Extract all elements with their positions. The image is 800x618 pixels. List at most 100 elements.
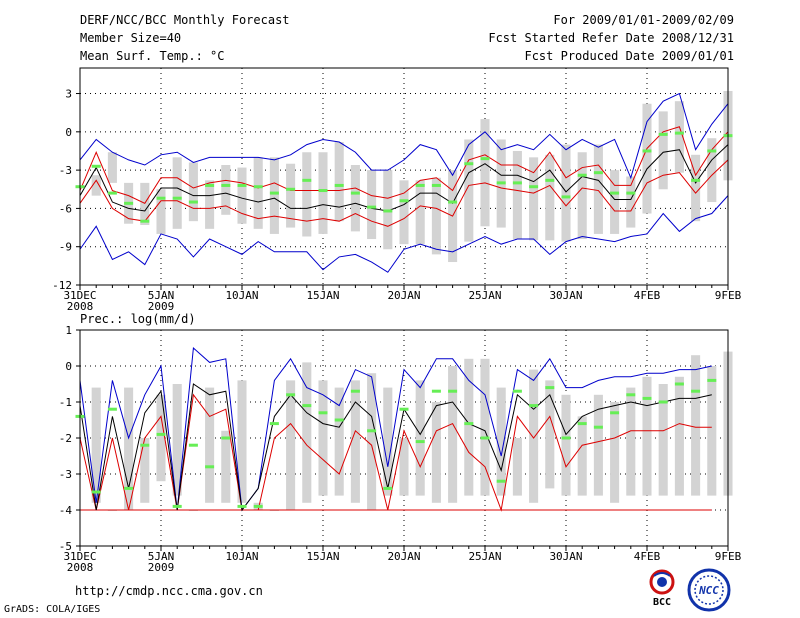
green-marker <box>691 178 701 182</box>
green-marker <box>399 199 409 203</box>
y-tick-label: -6 <box>59 202 72 215</box>
box-bar <box>367 373 377 510</box>
green-marker <box>464 422 474 426</box>
box-bar <box>350 380 360 503</box>
green-marker <box>561 195 571 199</box>
green-marker <box>172 504 182 508</box>
green-marker <box>156 432 166 436</box>
box-bar <box>172 384 182 496</box>
box-bar <box>172 157 182 229</box>
box-bar <box>674 376 684 496</box>
x-tick-sublabel: 2009 <box>148 300 175 313</box>
green-marker <box>107 191 117 195</box>
green-marker <box>399 407 409 411</box>
green-marker <box>529 404 539 408</box>
bcc-logo-text: BCC <box>653 597 671 608</box>
ncc-logo: NCC <box>687 568 731 612</box>
box-bar <box>221 165 231 215</box>
green-marker <box>350 389 360 393</box>
green-marker <box>286 187 296 191</box>
box-bar <box>480 119 490 227</box>
box-bar <box>237 167 247 224</box>
forecast-period: For 2009/01/01-2009/02/09 <box>553 13 734 27</box>
y-tick-label: -3 <box>59 468 72 481</box>
box-bar <box>512 438 522 496</box>
red-upper-line <box>79 393 712 512</box>
source-url[interactable]: http://cmdp.ncc.cma.gov.cn <box>75 584 263 598</box>
green-marker <box>318 411 328 415</box>
box-bar <box>529 369 539 503</box>
green-marker <box>318 189 328 193</box>
red-upper-line <box>79 126 729 204</box>
box-bar <box>318 152 328 234</box>
box-bar <box>399 438 409 496</box>
x-tick-label: 30JAN <box>549 289 582 302</box>
green-marker <box>188 200 198 204</box>
green-marker <box>237 504 247 508</box>
red-lower-line <box>79 159 729 227</box>
bcc-logo-ring <box>649 569 675 595</box>
box-bar <box>691 154 701 222</box>
green-marker <box>350 191 360 195</box>
box-bar <box>545 380 555 489</box>
x-tick-sublabel: 2008 <box>67 300 94 313</box>
x-tick-label: 10JAN <box>225 550 258 563</box>
green-marker <box>658 400 668 404</box>
box-bar <box>658 111 668 190</box>
x-tick-label: 31DEC <box>63 289 96 302</box>
box-bar <box>464 358 474 496</box>
green-marker <box>140 443 150 447</box>
y-tick-label: -4 <box>59 504 73 517</box>
x-tick-label: 4FEB <box>634 289 661 302</box>
bcc-logo-center <box>657 577 667 587</box>
ensemble-mean-line <box>79 383 712 512</box>
box-bar <box>626 176 636 228</box>
member-size: Member Size=40 <box>80 31 182 45</box>
green-marker <box>367 429 377 433</box>
green-marker <box>383 209 393 213</box>
green-marker <box>545 386 555 390</box>
green-marker <box>610 191 620 195</box>
green-marker <box>140 219 150 223</box>
y-tick-label: -12 <box>52 279 72 292</box>
x-tick-label: 15JAN <box>306 289 339 302</box>
blue-upper-line <box>79 346 712 512</box>
green-marker <box>91 164 101 168</box>
box-bar <box>140 182 150 226</box>
green-marker <box>124 486 134 490</box>
box-bar <box>286 163 296 228</box>
box-bar <box>545 154 555 241</box>
green-marker <box>593 171 603 175</box>
green-marker <box>302 178 312 182</box>
box-bar <box>205 180 215 229</box>
x-tick-label: 9FEB <box>715 550 742 563</box>
box-bar <box>626 387 636 496</box>
box-bar <box>156 394 166 482</box>
box-bar <box>156 189 166 234</box>
green-marker <box>577 422 587 426</box>
x-tick-label: 5JAN <box>148 289 175 302</box>
green-marker <box>610 411 620 415</box>
box-bar <box>593 394 603 496</box>
box-bar <box>431 402 441 503</box>
box-bar <box>415 380 425 496</box>
green-marker <box>691 389 701 393</box>
green-marker <box>107 407 117 411</box>
y-tick-label: 3 <box>65 88 72 101</box>
box-bar <box>610 170 620 234</box>
green-marker <box>642 396 652 400</box>
box-bar <box>140 438 150 503</box>
box-bar <box>124 387 134 510</box>
green-marker <box>237 183 247 187</box>
box-bar <box>302 152 312 237</box>
green-marker <box>561 436 571 440</box>
box-bar <box>367 170 377 240</box>
green-marker <box>253 185 263 189</box>
variable-label-temp: Mean Surf. Temp.: °C <box>80 49 225 63</box>
x-tick-label: 25JAN <box>468 289 501 302</box>
box-bar <box>448 366 458 503</box>
box-bar <box>350 165 360 232</box>
green-marker <box>156 196 166 200</box>
